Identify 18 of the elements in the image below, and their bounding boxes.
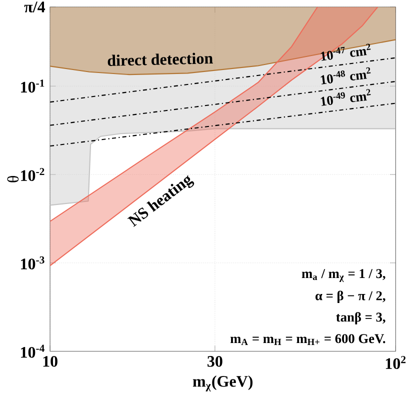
y-tick-label: 10$^{-1}$ <box>21 79 44 92</box>
text: 10$^{-48}$ cm$^{2}$ <box>320 67 371 84</box>
y-axis-title: θ <box>7 176 19 182</box>
annotation: m$_{A}$ = m$_{H}$ = m$_{H+}$ = 600 GeV. <box>230 334 386 345</box>
y-tick-label: 10$^{-3}$ <box>21 256 44 270</box>
y-tick-label: 10$^{-2}$ <box>21 168 44 181</box>
x-axis-title: m$_{χ}$(GeV) <box>192 375 253 392</box>
x-tick-label: 30 <box>208 356 222 367</box>
y-tick-label: 10$^{-4}$ <box>21 344 44 358</box>
annotation: m$_{a}$ / m$_{χ}$ = 1 / 3, <box>302 268 386 282</box>
x-tick-label: 10$^{2}$ <box>386 356 406 369</box>
y-tick-label: π/4 <box>24 1 46 12</box>
annotation: tanβ = 3, <box>336 312 386 324</box>
annotation: α = β − π / 2, <box>316 290 386 303</box>
x-tick-label: 10 <box>43 356 58 367</box>
series-label: direct detection <box>108 52 213 66</box>
text: 10$^{-47}$ cm$^{2}$ <box>320 44 371 61</box>
text: 10$^{-49}$ cm$^{2}$ <box>320 88 371 106</box>
